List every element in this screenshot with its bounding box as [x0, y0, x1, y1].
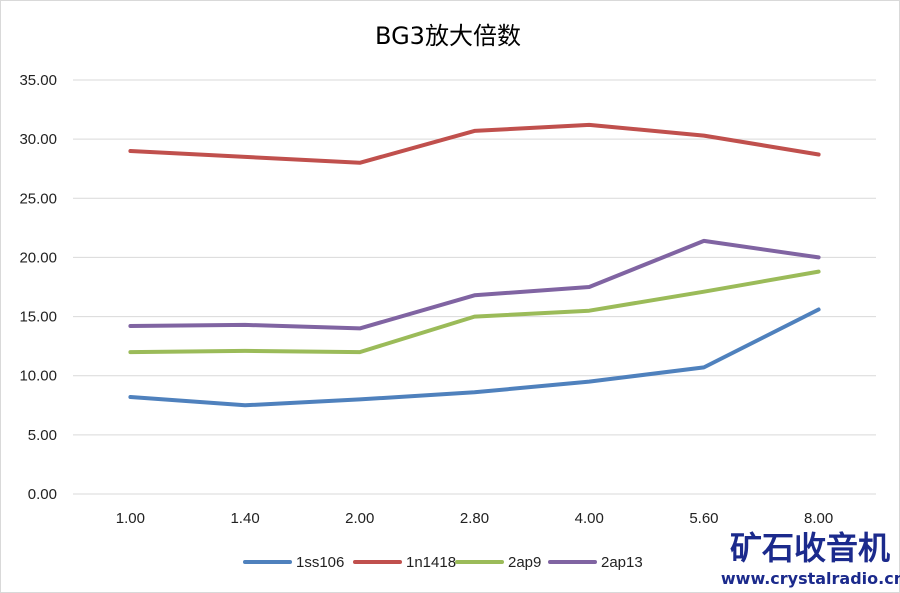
chart-title: BG3放大倍数	[375, 22, 521, 50]
y-tick-label: 15.00	[19, 309, 57, 326]
legend-item-1ss106: 1ss106	[243, 554, 344, 571]
y-tick-label: 10.00	[19, 368, 57, 385]
x-tick-label: 1.40	[230, 510, 259, 527]
legend-label: 1ss106	[296, 554, 344, 571]
series-line-1ss106	[128, 307, 821, 408]
legend-item-2ap13: 2ap13	[548, 554, 643, 571]
x-tick-label: 1.00	[116, 510, 145, 527]
legend-item-1n1418: 1n1418	[353, 554, 456, 571]
watermark-url: www.crystalradio.cn	[721, 569, 900, 588]
x-tick-label: 8.00	[804, 510, 833, 527]
series-line-2ap13	[128, 238, 821, 331]
y-tick-label: 30.00	[19, 131, 57, 148]
y-tick-label: 0.00	[28, 486, 57, 503]
grid	[73, 79, 876, 495]
watermark-logo: 矿石收音机 www.crystalradio.cn	[721, 529, 900, 588]
legend-label: 2ap13	[601, 554, 643, 571]
legend-item-2ap9: 2ap9	[455, 554, 541, 571]
y-tick-label: 25.00	[19, 190, 57, 207]
legend-label: 1n1418	[406, 554, 456, 571]
x-axis-ticks: 1.00 1.40 2.00 2.80 4.00 5.60 8.00	[116, 510, 833, 527]
series-line-2ap9	[128, 269, 821, 355]
series-line-1n1418	[128, 122, 821, 165]
x-tick-label: 4.00	[575, 510, 604, 527]
y-axis-ticks: 0.00 5.00 10.00 15.00 20.00 25.00 30.00 35.00	[19, 72, 57, 503]
y-tick-label: 5.00	[28, 427, 57, 444]
x-tick-label: 5.60	[689, 510, 718, 527]
y-tick-label: 35.00	[19, 72, 57, 89]
y-tick-label: 20.00	[19, 249, 57, 266]
x-tick-label: 2.80	[460, 510, 489, 527]
series-lines	[128, 122, 821, 408]
watermark-title: 矿石收音机	[730, 529, 890, 567]
legend: 1ss106 1n1418 2ap9 2ap13	[243, 554, 643, 571]
legend-label: 2ap9	[508, 554, 541, 571]
x-tick-label: 2.00	[345, 510, 374, 527]
